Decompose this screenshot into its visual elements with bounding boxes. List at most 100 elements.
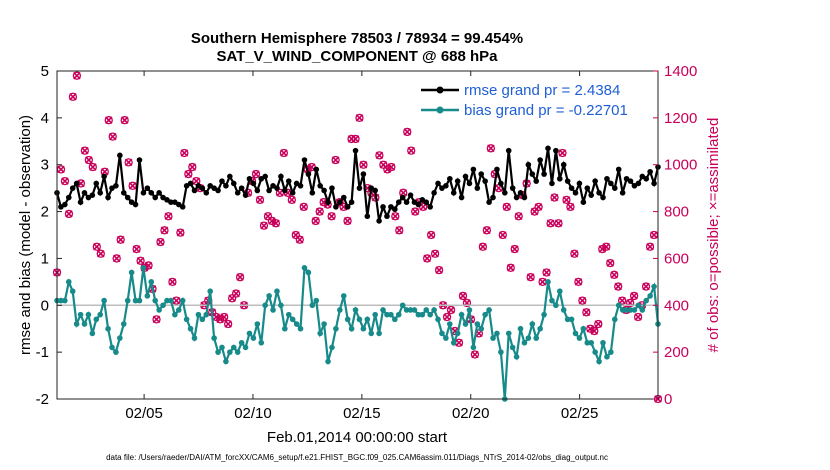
bias-point bbox=[627, 307, 634, 313]
rmse-point bbox=[124, 194, 131, 201]
rmse-point bbox=[313, 166, 320, 173]
rmse-point bbox=[352, 147, 359, 154]
assimilated-obs-point bbox=[331, 156, 340, 164]
rmse-bias-layer bbox=[54, 145, 661, 402]
bias-point bbox=[69, 288, 76, 295]
bias-point bbox=[596, 358, 602, 365]
possible-obs-point bbox=[84, 155, 93, 165]
rmse-point bbox=[305, 171, 312, 177]
y2-tick-label: 1200 bbox=[664, 110, 697, 127]
assimilated-obs-point bbox=[395, 226, 404, 235]
bias-point bbox=[156, 307, 162, 313]
possible-obs-point bbox=[223, 319, 233, 329]
rmse-point bbox=[105, 194, 111, 201]
possible-obs-point bbox=[315, 207, 324, 216]
possible-obs-point bbox=[574, 277, 583, 287]
bias-point bbox=[168, 297, 174, 304]
bias-point bbox=[399, 302, 406, 309]
rmse-point bbox=[395, 199, 402, 205]
possible-obs-point bbox=[160, 226, 169, 235]
possible-obs-point bbox=[478, 242, 488, 251]
footer-data-file: data file: /Users/raeder/DAI/ATM_forcXX/… bbox=[106, 453, 608, 462]
bias-point bbox=[615, 302, 622, 309]
bias-point bbox=[187, 325, 194, 332]
bias-point bbox=[183, 316, 190, 323]
assimilated-obs-point bbox=[268, 217, 276, 225]
rmse-point bbox=[450, 190, 457, 196]
possible-obs-point bbox=[375, 151, 384, 160]
assimilated-obs-point bbox=[93, 242, 101, 251]
assimilated-obs-point bbox=[224, 320, 232, 328]
assimilated-obs-point bbox=[558, 149, 567, 157]
bias-point bbox=[651, 283, 657, 290]
possible-obs-point bbox=[287, 195, 296, 205]
possible-obs-point bbox=[231, 289, 241, 298]
assimilated-obs-point bbox=[180, 149, 189, 157]
bias-point bbox=[203, 311, 210, 318]
assimilated-obs-point bbox=[212, 313, 220, 321]
possible-obs-point bbox=[426, 230, 436, 240]
possible-obs-point bbox=[176, 228, 185, 237]
assimilated-obs-point bbox=[69, 93, 77, 101]
assimilated-obs-point bbox=[128, 182, 137, 190]
possible-obs-point bbox=[124, 158, 133, 167]
possible-obs-point bbox=[112, 254, 121, 263]
possible-obs-point bbox=[606, 258, 615, 268]
bias-point bbox=[117, 335, 123, 341]
y2-axis-label: # of obs: o=possible; ×=assimilated bbox=[705, 118, 722, 353]
rmse-point bbox=[431, 190, 437, 196]
bias-point bbox=[576, 335, 583, 341]
rmse-point bbox=[486, 199, 492, 205]
possible-obs-point bbox=[327, 212, 336, 221]
possible-obs-point bbox=[618, 296, 627, 305]
possible-obs-point bbox=[462, 298, 472, 308]
assimilated-obs-point bbox=[116, 235, 125, 244]
possible-obs-point bbox=[72, 71, 82, 80]
assimilated-obs-point bbox=[602, 242, 611, 251]
rmse-point bbox=[219, 178, 225, 184]
assimilated-obs-point bbox=[570, 249, 579, 258]
rmse-point bbox=[513, 194, 520, 201]
possible-obs-point bbox=[550, 193, 559, 202]
assimilated-obs-point bbox=[566, 203, 575, 211]
rmse-point bbox=[568, 185, 575, 191]
assimilated-obs-point bbox=[447, 306, 455, 314]
rmse-point bbox=[588, 192, 595, 198]
assimilated-obs-point bbox=[574, 278, 583, 286]
bias-point bbox=[179, 297, 186, 304]
assimilated-obs-point bbox=[510, 245, 519, 253]
possible-obs-point bbox=[590, 326, 599, 336]
rmse-point bbox=[627, 178, 634, 184]
rmse-point bbox=[580, 199, 587, 205]
possible-obs-point bbox=[331, 155, 340, 165]
rmse-point bbox=[254, 187, 261, 194]
assimilated-obs-point bbox=[487, 144, 495, 153]
bias-point bbox=[77, 311, 84, 318]
possible-obs-point bbox=[271, 219, 281, 228]
possible-obs-point bbox=[64, 209, 74, 219]
assimilated-obs-point bbox=[459, 292, 467, 300]
bias-point bbox=[325, 358, 331, 365]
bias-point bbox=[282, 325, 288, 332]
possible-obs-point bbox=[235, 273, 245, 282]
rmse-point bbox=[364, 213, 371, 220]
bias-point bbox=[97, 311, 104, 318]
possible-obs-point bbox=[68, 92, 78, 101]
bias-point bbox=[423, 307, 430, 313]
bias-point bbox=[545, 279, 551, 285]
rmse-point bbox=[144, 185, 151, 191]
rmse-point bbox=[454, 178, 461, 184]
possible-obs-point bbox=[96, 249, 105, 258]
bias-point bbox=[254, 321, 261, 327]
possible-obs-point bbox=[514, 212, 523, 221]
bias-point bbox=[195, 311, 202, 318]
bias-point bbox=[619, 307, 626, 313]
bias-point bbox=[635, 302, 642, 309]
rmse-point bbox=[494, 166, 500, 173]
bias-point bbox=[113, 349, 119, 355]
rmse-point bbox=[152, 194, 159, 201]
possible-obs-point bbox=[128, 181, 137, 190]
assimilated-obs-point bbox=[391, 212, 400, 221]
assimilated-obs-point bbox=[562, 196, 571, 204]
